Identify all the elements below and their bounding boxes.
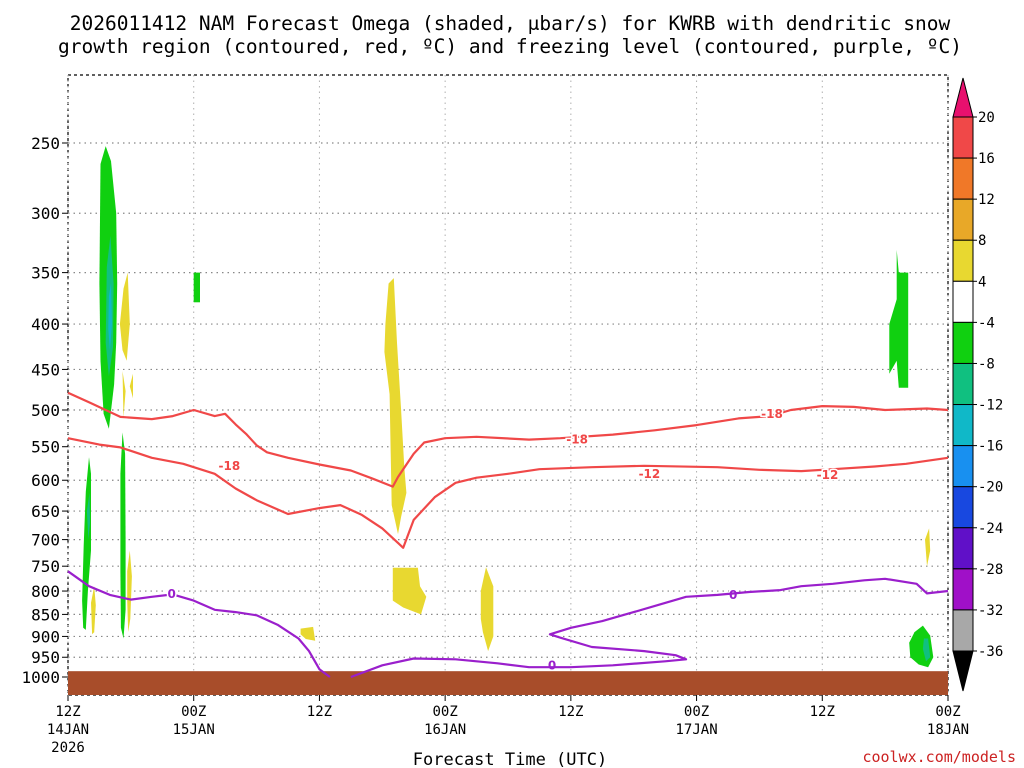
- y-tick-label: 350: [31, 264, 60, 283]
- colorbar-label: -4: [978, 315, 995, 331]
- omega-region: [119, 272, 130, 361]
- dgz-contour-label: -18: [566, 433, 588, 447]
- colorbar-box: [952, 321, 974, 364]
- colorbar-label: -32: [978, 603, 1003, 619]
- chart-title-line2: growth region (contoured, red, ºC) and f…: [58, 35, 962, 58]
- freezing-contour-label: 0: [548, 658, 556, 672]
- y-tick-label: 250: [31, 134, 60, 153]
- colorbar-label: -16: [978, 439, 1003, 455]
- dgz-contour-label: -18: [761, 407, 783, 421]
- omega-region: [384, 278, 407, 535]
- colorbar-box: [952, 116, 974, 159]
- y-tick-label: 450: [31, 360, 60, 379]
- x-tick-label: 12Z: [55, 704, 80, 720]
- colorbar-label: -8: [978, 356, 995, 372]
- y-axis-ticks: 250 300 350 400 450 500 550 600 650 700 750 800 850 9…: [21, 134, 68, 687]
- colorbar-box: [952, 527, 974, 570]
- omega-region: [108, 283, 112, 351]
- freezing-contour: [67, 570, 331, 678]
- omega-region: [122, 371, 126, 418]
- omega-region: [193, 272, 200, 303]
- y-tick-label: 750: [31, 557, 60, 576]
- colorbar-label: -24: [978, 521, 1003, 537]
- y-tick-label: 850: [31, 605, 60, 624]
- omega-region: [889, 249, 909, 388]
- dgz-contour: [67, 437, 949, 549]
- colorbar-label: -12: [978, 398, 1003, 414]
- omega-region: [922, 638, 931, 662]
- y-tick-label: 700: [31, 531, 60, 550]
- y-tick-label: 500: [31, 401, 60, 420]
- omega-region: [300, 626, 316, 641]
- x-tick-label: 00Z: [432, 704, 457, 720]
- y-tick-label: 650: [31, 502, 60, 521]
- colorbar-label: 12: [978, 192, 995, 208]
- x-tick-label: 00Z: [684, 704, 709, 720]
- omega-region: [392, 567, 427, 615]
- colorbar-box: [952, 157, 974, 200]
- colorbar-box: [952, 609, 974, 652]
- x-tick-date: 18JAN: [927, 722, 969, 738]
- x-tick-date: 16JAN: [424, 722, 466, 738]
- colorbar-box: [952, 280, 974, 323]
- colorbar-label: -28: [978, 562, 1003, 578]
- colorbar-box: [952, 239, 974, 282]
- freezing-contour-label: 0: [729, 588, 737, 602]
- y-tick-label: 1000: [21, 668, 60, 687]
- x-tick-date: 14JAN: [47, 722, 89, 738]
- colorbar-box: [952, 445, 974, 488]
- colorbar-label: -20: [978, 480, 1003, 496]
- colorbar-bottom-arrow: [952, 650, 974, 692]
- x-tick-label: 00Z: [181, 704, 206, 720]
- x-tick-label: 12Z: [307, 704, 332, 720]
- chart-title-line1: 2026011412 NAM Forecast Omega (shaded, μ…: [70, 12, 951, 35]
- x-tick-year: 2026: [51, 740, 85, 756]
- omega-region: [480, 567, 494, 652]
- dgz-contour-label: -18: [218, 459, 240, 473]
- freezing-contour-label: 0: [168, 587, 176, 601]
- colorbar-box: [952, 486, 974, 529]
- contours: -18 -18 -18 -12 -12 0 0 0: [67, 391, 949, 679]
- colorbar-box: [952, 404, 974, 447]
- colorbar-box: [952, 362, 974, 406]
- omega-region: [86, 492, 90, 540]
- y-tick-label: 300: [31, 204, 60, 223]
- dgz-contour: [67, 391, 949, 488]
- colorbar-box: [952, 198, 974, 241]
- colorbar-label: 16: [978, 151, 995, 167]
- colorbar-label: -36: [978, 644, 1003, 660]
- colorbar-label: 20: [978, 110, 995, 126]
- x-tick-date: 15JAN: [173, 722, 215, 738]
- x-tick-date: 17JAN: [675, 722, 717, 738]
- x-tick-label: 12Z: [558, 704, 583, 720]
- omega-shading: [82, 146, 934, 668]
- y-tick-label: 550: [31, 438, 60, 457]
- dgz-contour-label: -12: [639, 467, 661, 481]
- y-tick-label: 400: [31, 315, 60, 334]
- omega-region: [129, 373, 133, 399]
- credit-text: coolwx.com/models: [862, 748, 1016, 766]
- freezing-contour: [350, 577, 949, 679]
- x-axis-ticks: 12Z 14JAN 2026 00Z 15JAN 12Z 00Z 16JAN 12Z 00Z 17J…: [47, 695, 969, 756]
- colorbar: 20 16 12 8 4 -4 -8 -12 -16 -20 -24 -28 -32 -36: [952, 77, 1003, 692]
- ground-layer: [68, 671, 948, 695]
- x-tick-label: 12Z: [810, 704, 835, 720]
- dgz-contour-label: -12: [817, 468, 839, 482]
- omega-region: [127, 550, 132, 633]
- colorbar-label: 4: [978, 274, 986, 290]
- omega-region: [91, 586, 96, 635]
- x-tick-label: 00Z: [935, 704, 960, 720]
- omega-region: [925, 528, 931, 567]
- colorbar-box: [952, 568, 974, 611]
- y-tick-label: 900: [31, 627, 60, 646]
- y-tick-label: 800: [31, 582, 60, 601]
- x-axis-label: Forecast Time (UTC): [413, 750, 607, 768]
- omega-region: [120, 432, 126, 639]
- ground-band: [68, 671, 948, 695]
- y-tick-label: 950: [31, 648, 60, 667]
- colorbar-label: 8: [978, 233, 986, 249]
- y-tick-label: 600: [31, 471, 60, 490]
